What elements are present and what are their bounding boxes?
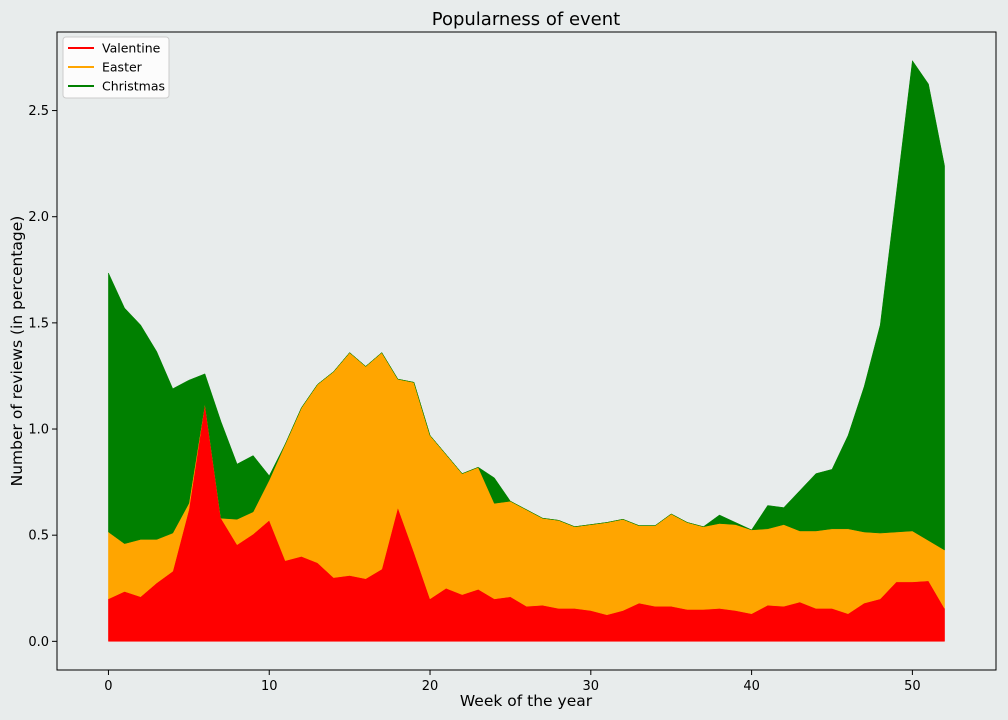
x-tick-label: 0 [104,679,112,694]
y-tick-label: 2.0 [28,210,49,225]
plot-frame [56,31,997,671]
y-tick-label: 2.5 [28,104,49,119]
area-layers [108,59,945,642]
y-tick-label: 0.0 [28,635,49,650]
legend-label-valentine: Valentine [102,41,161,56]
legend-items: Valentine Easter Christmas [68,41,165,94]
y-axis: 0.0 0.5 1.0 1.5 2.0 2.5 [28,104,57,650]
y-tick-label: 0.5 [28,529,49,544]
x-tick-label: 40 [743,679,760,694]
x-axis-label: Week of the year [460,692,593,710]
x-tick-label: 30 [583,679,600,694]
x-tick-label: 50 [904,679,921,694]
y-tick-label: 1.5 [28,316,49,331]
legend-label-easter: Easter [102,60,143,75]
y-tick-label: 1.0 [28,423,49,438]
legend-label-christmas: Christmas [102,79,165,94]
chart-title: Popularness of event [432,9,620,30]
x-tick-label: 20 [422,679,439,694]
legend-box [62,36,170,99]
legend: Valentine Easter Christmas [62,36,170,99]
x-axis: 0 10 20 30 40 50 [104,670,921,694]
area-christmas [108,59,945,551]
y-axis-label: Number of reviews (in percentage) [8,216,26,487]
x-tick-label: 10 [261,679,278,694]
